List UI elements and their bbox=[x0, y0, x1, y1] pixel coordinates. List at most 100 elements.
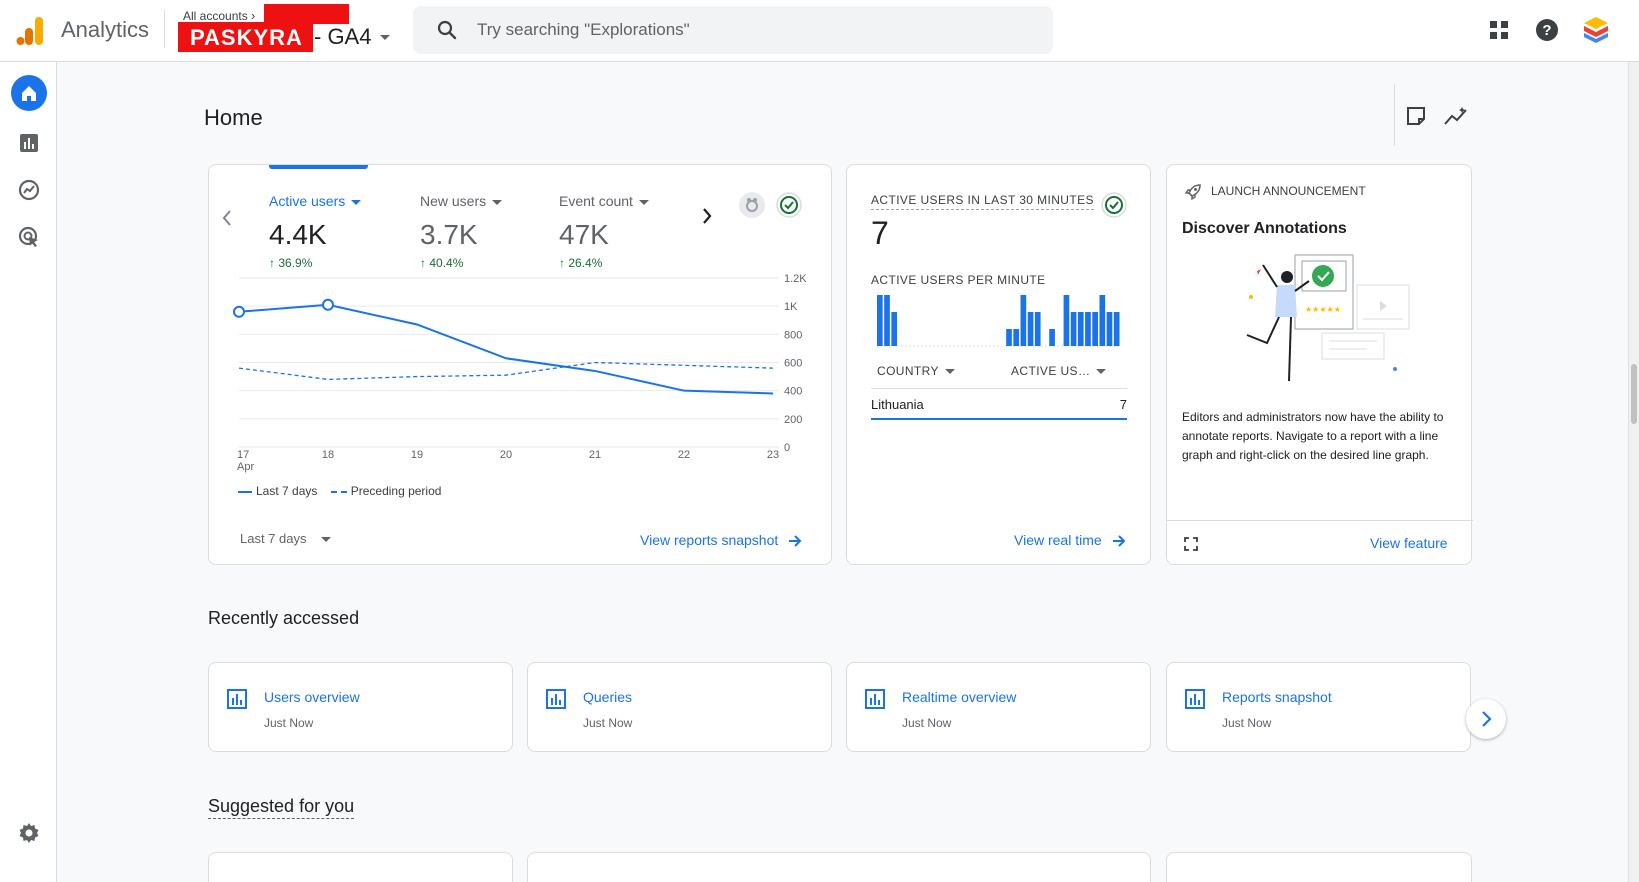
data-point[interactable] bbox=[233, 305, 245, 318]
recent-item-label: Realtime overview bbox=[902, 689, 1017, 705]
property-name[interactable]: - GA4 bbox=[314, 24, 372, 49]
analytics-logo[interactable] bbox=[16, 16, 44, 51]
per-minute-bar[interactable] bbox=[1006, 329, 1012, 346]
view-real-time-link[interactable]: View real time bbox=[1014, 532, 1126, 548]
data-quality-check-icon[interactable] bbox=[1100, 191, 1128, 224]
report-chart-icon bbox=[227, 689, 247, 714]
column-header-country[interactable]: COUNTRY bbox=[877, 364, 955, 378]
suggested-card[interactable] bbox=[527, 852, 1151, 882]
recent-next-button[interactable] bbox=[1466, 699, 1506, 739]
property-caret-icon[interactable] bbox=[380, 35, 390, 40]
caret-down-icon bbox=[1096, 369, 1107, 375]
chevron-left-icon[interactable] bbox=[221, 209, 233, 232]
per-minute-bar[interactable] bbox=[1099, 295, 1106, 346]
caret-down-icon[interactable] bbox=[492, 199, 503, 205]
divider bbox=[1167, 520, 1473, 521]
column-header-active-users[interactable]: ACTIVE US… bbox=[1011, 364, 1107, 378]
page-scrollbar[interactable] bbox=[1628, 62, 1639, 882]
nav-home[interactable] bbox=[11, 75, 47, 111]
x-tick-label: 17 bbox=[237, 449, 249, 461]
sampling-icon[interactable] bbox=[738, 191, 766, 224]
expand-icon[interactable] bbox=[1184, 537, 1198, 556]
metric-tab-active-users[interactable]: Active users 4.4K ↑ 36.9% bbox=[269, 193, 362, 270]
per-minute-bar[interactable] bbox=[1013, 329, 1020, 346]
per-minute-bar[interactable] bbox=[884, 295, 890, 346]
search-bar[interactable]: Try searching "Explorations" bbox=[413, 6, 1053, 54]
legend-previous: Preceding period bbox=[350, 484, 442, 498]
per-minute-bar[interactable] bbox=[1085, 312, 1091, 346]
recent-item-realtime-overview[interactable]: Realtime overview Just Now bbox=[846, 662, 1151, 752]
nav-reports[interactable] bbox=[18, 132, 40, 159]
table-row[interactable]: Lithuania 7 bbox=[871, 397, 1127, 412]
apps-grid-icon[interactable] bbox=[1489, 20, 1509, 45]
active-tab-indicator bbox=[269, 165, 368, 169]
realtime-value: 7 bbox=[871, 215, 889, 251]
metric-tab-event-count[interactable]: Event count 47K ↑ 26.4% bbox=[559, 193, 649, 270]
data-point[interactable] bbox=[322, 298, 334, 311]
app-name: Analytics bbox=[61, 17, 150, 42]
account-avatar[interactable] bbox=[1583, 16, 1609, 49]
per-minute-bar[interactable] bbox=[877, 295, 883, 346]
recent-item-reports-snapshot[interactable]: Reports snapshot Just Now bbox=[1166, 662, 1471, 752]
per-minute-bar[interactable] bbox=[1027, 312, 1034, 346]
recent-item-label: Queries bbox=[583, 689, 633, 705]
suggested-card[interactable] bbox=[1166, 852, 1472, 882]
metric-value: 3.7K bbox=[420, 219, 478, 250]
x-tick-label: 18 bbox=[322, 449, 334, 461]
explore-icon bbox=[18, 179, 40, 201]
sparkline-insights-icon[interactable] bbox=[1444, 106, 1468, 131]
help-icon[interactable]: ? bbox=[1535, 18, 1559, 47]
metric-tab-new-users[interactable]: New users 3.7K ↑ 40.4% bbox=[420, 193, 503, 270]
breadcrumb-all-accounts[interactable]: All accounts › bbox=[183, 8, 256, 23]
chart-gridlines bbox=[239, 277, 779, 448]
per-minute-bar[interactable] bbox=[1049, 329, 1055, 346]
search-input[interactable]: Try searching "Explorations" bbox=[477, 20, 690, 39]
data-quality-check-icon[interactable] bbox=[775, 191, 803, 224]
per-minute-bar[interactable] bbox=[1063, 295, 1070, 346]
scrollbar-thumb[interactable] bbox=[1631, 364, 1637, 424]
legend-solid-line bbox=[238, 490, 252, 493]
per-minute-bar[interactable] bbox=[1077, 312, 1084, 346]
arrow-right-icon bbox=[789, 535, 802, 548]
metric-delta: ↑ 36.9% bbox=[269, 256, 313, 270]
series-line-last-7-days[interactable] bbox=[238, 303, 774, 395]
svg-text:?: ? bbox=[1542, 22, 1551, 39]
recent-item-time: Just Now bbox=[902, 716, 952, 730]
recent-item-queries[interactable]: Queries Just Now bbox=[527, 662, 832, 752]
caret-down-icon[interactable] bbox=[638, 199, 649, 205]
series-line-preceding-period[interactable] bbox=[238, 361, 774, 381]
nav-explore[interactable] bbox=[18, 179, 40, 206]
metric-value: 4.4K bbox=[269, 219, 327, 250]
realtime-title[interactable]: ACTIVE USERS IN LAST 30 MINUTES bbox=[871, 193, 1094, 210]
suggested-title[interactable]: Suggested for you bbox=[208, 796, 355, 819]
insights-note-icon[interactable] bbox=[1406, 106, 1426, 131]
overview-card: Active users 4.4K ↑ 36.9% New users 3.7K… bbox=[208, 164, 832, 565]
report-chart-icon bbox=[546, 689, 566, 714]
date-range-dropdown[interactable]: Last 7 days bbox=[240, 531, 331, 546]
per-minute-bar[interactable] bbox=[891, 312, 898, 346]
caret-down-icon[interactable] bbox=[351, 199, 362, 205]
view-reports-snapshot-link[interactable]: View reports snapshot bbox=[640, 532, 802, 548]
chart-series bbox=[233, 298, 774, 395]
suggested-card[interactable] bbox=[208, 852, 513, 882]
nav-advertising[interactable] bbox=[18, 226, 40, 253]
report-chart-icon bbox=[865, 689, 885, 714]
legend-current: Last 7 days bbox=[256, 484, 318, 498]
nav-admin[interactable] bbox=[18, 822, 40, 849]
overview-line-chart[interactable]: 1.2K 1K 800 600 400 200 0 17 18 19 20 21 22 23 Apr bbox=[209, 165, 833, 495]
target-cursor-icon bbox=[18, 226, 38, 247]
per-minute-bar[interactable] bbox=[1106, 312, 1113, 346]
view-feature-link[interactable]: View feature bbox=[1370, 535, 1448, 551]
per-minute-bar[interactable] bbox=[1034, 312, 1041, 346]
recent-item-users-overview[interactable]: Users overview Just Now bbox=[208, 662, 513, 752]
per-minute-bar[interactable] bbox=[1070, 312, 1077, 346]
caret-down-icon bbox=[944, 369, 955, 375]
y-axis-labels: 1.2K 1K 800 600 400 200 0 bbox=[784, 273, 807, 454]
account-name[interactable]: PASKYRA bbox=[178, 22, 313, 52]
per-minute-bar[interactable] bbox=[1020, 295, 1027, 346]
per-minute-bar[interactable] bbox=[1113, 312, 1120, 346]
per-minute-bar-chart[interactable] bbox=[877, 295, 1121, 347]
page-title: Home bbox=[204, 105, 263, 130]
chevron-right-icon[interactable] bbox=[701, 207, 713, 230]
per-minute-bar[interactable] bbox=[1092, 312, 1098, 346]
